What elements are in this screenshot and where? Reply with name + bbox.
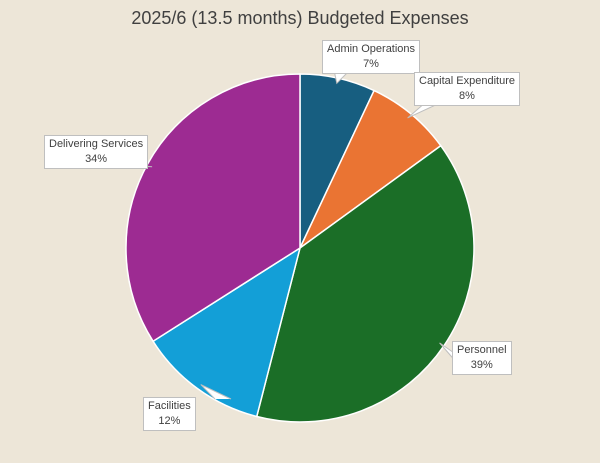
data-label: Admin Operations 7% <box>322 40 421 74</box>
data-label-category: Delivering Services <box>49 138 144 150</box>
data-label-value: 7% <box>363 58 379 70</box>
data-label-value: 39% <box>470 359 493 371</box>
chart-title: 2025/6 (13.5 months) Budgeted Expenses <box>131 8 469 28</box>
pie-slice-facilities <box>152 246 302 418</box>
data-label: Facilities 12% <box>143 397 196 431</box>
data-label-category: Facilities <box>148 400 191 412</box>
data-label: Delivering Services 34% <box>44 135 149 169</box>
data-label-category: Personnel <box>457 344 507 356</box>
data-label: Capital Expenditure 8% <box>414 72 521 106</box>
data-label-category: Capital Expenditure <box>419 75 516 87</box>
data-label-value: 12% <box>158 415 181 427</box>
data-label: Personnel 39% <box>452 341 512 375</box>
data-label-category: Admin Operations <box>327 43 416 55</box>
data-label-value: 8% <box>459 90 475 102</box>
data-label-value: 34% <box>85 153 108 165</box>
leader-line <box>200 384 232 400</box>
